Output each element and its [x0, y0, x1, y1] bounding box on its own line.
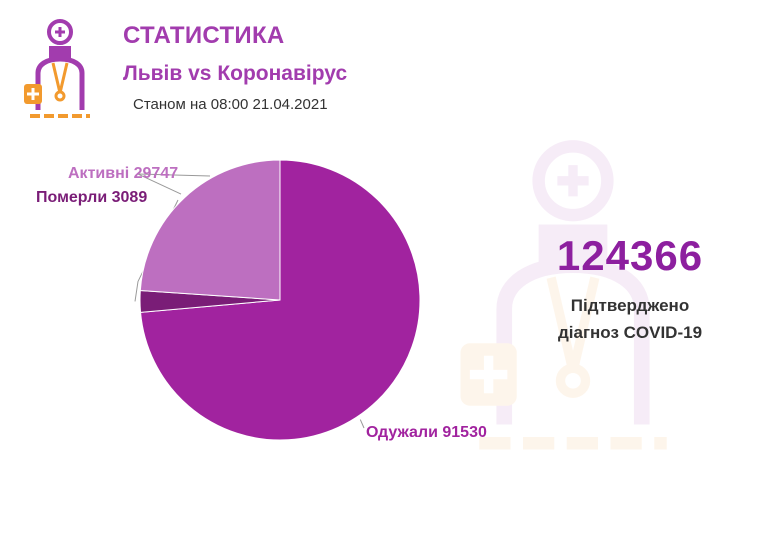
doctor-logo-icon	[24, 19, 90, 118]
confirmed-label: Підтверджено діагноз COVID-19	[525, 292, 735, 346]
page-subtitle: Львів vs Коронавірус	[123, 62, 348, 85]
page-title: СТАТИСТИКА	[123, 22, 285, 49]
pie-slice	[139, 159, 281, 301]
pie-slice-label: Одужали 91530	[366, 424, 487, 441]
pie-leader-line	[137, 173, 211, 195]
pie-leader-line	[359, 419, 365, 429]
confirmed-label-line2: діагноз COVID-19	[557, 323, 703, 342]
confirmed-total: 124366	[556, 232, 704, 279]
pie-slice-label: Активні 29747	[68, 165, 178, 182]
confirmed-label-line1: Підтверджено	[570, 296, 690, 315]
pie-slice-label: Померли 3089	[36, 189, 147, 206]
doctor-watermark-icon	[460, 140, 667, 450]
as-of-timestamp: Станом на 08:00 21.04.2021	[133, 96, 328, 113]
